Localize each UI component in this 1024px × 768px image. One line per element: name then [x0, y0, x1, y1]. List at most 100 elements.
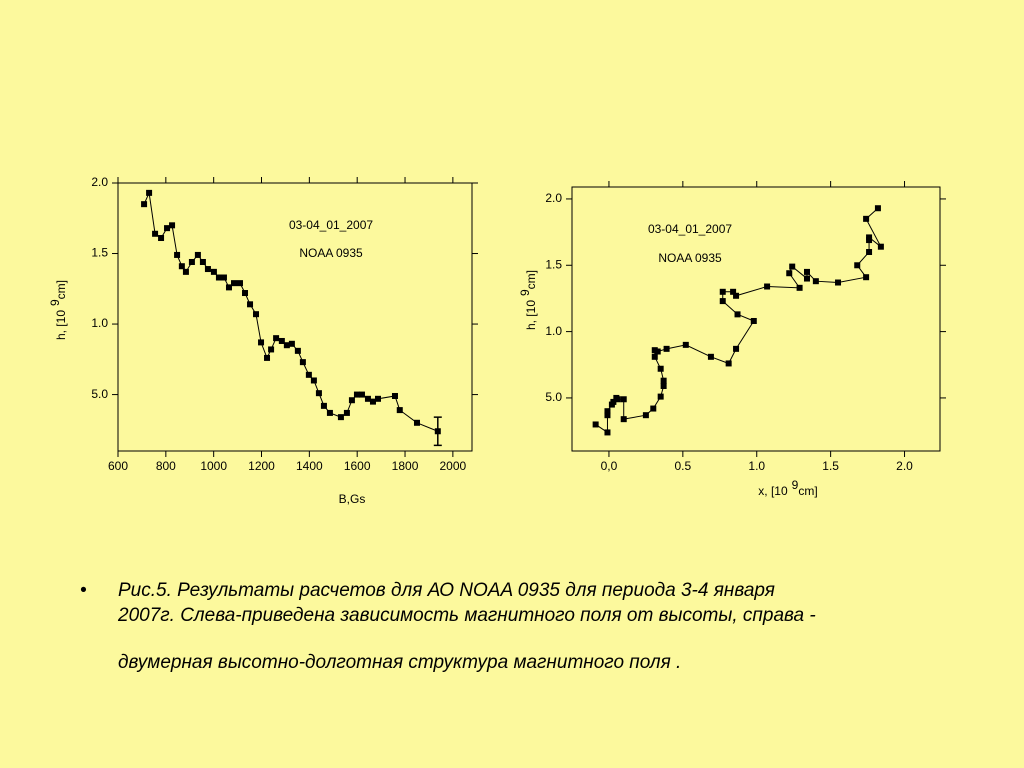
x-tick-label: 2.0 — [896, 459, 913, 473]
annotation: 03-04_01_2007 — [289, 218, 373, 232]
data-point — [225, 284, 232, 291]
data-point — [253, 311, 260, 318]
data-point — [231, 280, 238, 287]
data-point — [719, 288, 726, 295]
axis-label: x, [10 9cm] — [758, 478, 817, 498]
data-point — [299, 359, 306, 366]
data-point — [369, 398, 376, 405]
axis-label: h, [10 9cm] — [518, 270, 538, 330]
axis-label: h, [10 9cm] — [48, 280, 68, 340]
data-point — [604, 429, 611, 436]
data-point — [660, 382, 667, 389]
data-point — [178, 263, 185, 270]
axis-label: B,Gs — [339, 492, 366, 506]
data-point — [273, 335, 280, 342]
data-point — [682, 341, 689, 348]
data-point — [786, 270, 793, 277]
data-point — [651, 353, 658, 360]
data-point — [613, 394, 620, 401]
y-tick-label: 1.0 — [545, 324, 562, 338]
data-point — [434, 428, 441, 435]
y-tick-label: 1.5 — [91, 246, 108, 260]
data-point — [283, 342, 290, 349]
data-point — [305, 371, 312, 378]
data-point — [204, 266, 211, 273]
data-point — [194, 251, 201, 258]
data-point — [650, 405, 657, 412]
axis-label-unit: cm] — [524, 270, 538, 289]
axis-label-text: x, [10 — [758, 484, 788, 498]
data-point — [854, 262, 861, 269]
x-tick-label: 0,0 — [601, 459, 618, 473]
data-point — [719, 298, 726, 305]
x-tick-label: 1200 — [248, 459, 275, 473]
data-point — [863, 215, 870, 222]
data-point — [337, 414, 344, 421]
data-point — [734, 311, 741, 318]
data-point — [278, 337, 285, 344]
data-point — [620, 396, 627, 403]
data-point — [657, 393, 664, 400]
data-point — [863, 274, 870, 281]
data-point — [866, 249, 873, 256]
data-point — [608, 401, 615, 408]
axis-label-unit: cm] — [54, 280, 68, 299]
data-point — [874, 205, 881, 212]
data-point — [174, 251, 181, 258]
data-point — [651, 347, 658, 354]
data-point — [812, 278, 819, 285]
data-point — [242, 290, 249, 297]
x-tick-label: 1800 — [392, 459, 419, 473]
data-point — [796, 284, 803, 291]
data-point — [413, 419, 420, 426]
data-point — [326, 409, 333, 416]
data-point — [220, 274, 227, 281]
data-point — [288, 340, 295, 347]
x-tick-label: 0.5 — [674, 459, 691, 473]
plot-frame — [117, 182, 473, 452]
data-point — [236, 280, 243, 287]
data-point — [835, 279, 842, 286]
caption-line: 2007г. Слева-приведена зависимость магни… — [117, 605, 816, 626]
data-point — [247, 301, 254, 308]
data-point — [604, 408, 611, 415]
data-point — [158, 235, 165, 242]
data-point — [733, 345, 740, 352]
x-tick-label: 2000 — [440, 459, 467, 473]
axis-label-text: h, [10 — [54, 310, 68, 340]
data-point — [364, 395, 371, 402]
y-tick-label: 5.0 — [545, 390, 562, 404]
data-point — [707, 353, 714, 360]
data-point — [315, 390, 322, 397]
y-tick-label: 2.0 — [545, 191, 562, 205]
axis-label-sup: 9 — [792, 478, 799, 492]
data-point — [592, 421, 599, 428]
data-point — [657, 365, 664, 372]
data-point — [199, 258, 206, 265]
data-point — [750, 317, 757, 324]
data-point — [803, 268, 810, 275]
x-tick-label: 1.5 — [822, 459, 839, 473]
caption-line: двумерная высотно-долготная структура ма… — [118, 652, 681, 673]
data-point — [604, 412, 611, 419]
bullet: • — [80, 580, 87, 601]
data-point — [660, 377, 667, 384]
data-point — [789, 263, 796, 270]
data-point — [353, 391, 360, 398]
data-point — [396, 407, 403, 414]
axis-label-unit: cm] — [798, 484, 817, 498]
axis-label-sup: 9 — [518, 289, 532, 296]
annotation: 03-04_01_2007 — [648, 222, 732, 236]
data-point — [642, 412, 649, 419]
data-point — [725, 360, 732, 367]
data-point — [215, 274, 222, 281]
y-tick-label: 5.0 — [91, 387, 108, 401]
data-point — [258, 339, 265, 346]
axis-label-text: h, [10 — [524, 300, 538, 330]
data-point — [210, 268, 217, 275]
y-tick-label: 2.0 — [91, 175, 108, 189]
data-point — [764, 283, 771, 290]
data-point — [663, 345, 670, 352]
